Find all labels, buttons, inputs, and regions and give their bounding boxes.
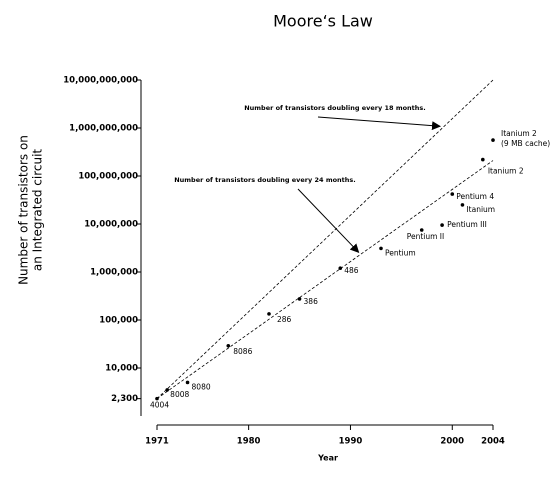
x-tick-label: 1990	[339, 437, 363, 447]
x-tick-label: 1971	[145, 437, 169, 447]
trend-line	[156, 160, 494, 399]
point-label: Itanium	[466, 205, 495, 214]
point-label: 486	[344, 266, 359, 275]
annotation-arrow	[317, 116, 441, 131]
y-tick-label: 10,000	[105, 364, 138, 374]
point-label: Pentium	[385, 248, 416, 257]
annotation-arrow	[297, 188, 360, 253]
data-point	[165, 388, 169, 392]
point-label: 286	[277, 315, 292, 324]
x-tick-label: 2000	[440, 437, 464, 447]
data-point	[338, 266, 343, 270]
data-point	[419, 228, 424, 232]
y-tick-label: 10,000,000	[84, 220, 138, 230]
x-tick-label: 1980	[237, 437, 261, 447]
point-label: Itanium 2	[488, 167, 524, 176]
data-point	[226, 344, 231, 348]
point-label: (9 MB cache)	[501, 139, 550, 148]
data-point	[460, 203, 465, 207]
y-tick-label: 100,000	[99, 316, 138, 326]
y-tick-label: 1,000,000	[90, 268, 138, 278]
data-point	[185, 380, 190, 385]
point-label: Pentium III	[447, 220, 487, 229]
y-tick-label: 10,000,000,000	[63, 76, 138, 86]
data-point	[297, 297, 302, 301]
y-axis-label: Number of transistors on an Integrated c…	[17, 135, 45, 285]
point-label: 8086	[233, 347, 252, 356]
chart-title: Moore‘s Law	[273, 12, 373, 31]
point-label: 4004	[150, 401, 169, 410]
annotation: Number of transistors doubling every 18 …	[244, 104, 426, 112]
annotation: Number of transistors doubling every 24 …	[174, 176, 356, 184]
y-tick-label: 1,000,000,000	[69, 124, 138, 134]
data-point	[379, 246, 383, 251]
point-label: 8008	[170, 390, 189, 399]
data-point	[450, 192, 455, 196]
trend-line	[156, 79, 494, 399]
y-axis-label-line: Number of transistors on	[17, 135, 31, 285]
y-tick-label: 100,000,000	[78, 172, 138, 182]
point-label: 8080	[192, 382, 211, 391]
data-point	[481, 157, 485, 162]
point-label: Itanium 2	[501, 129, 537, 138]
y-tick-label: 2,300	[111, 394, 138, 404]
data-point	[440, 223, 444, 227]
data-point	[267, 312, 271, 316]
x-axis-label: Year	[317, 454, 338, 463]
point-label: Pentium 4	[456, 192, 494, 201]
data-point	[491, 138, 495, 142]
point-label: Pentium II	[407, 232, 445, 241]
data-point	[155, 396, 159, 401]
point-label: 386	[304, 297, 319, 306]
y-axis-label-line: an Integrated circuit	[31, 149, 45, 272]
x-tick-label: 2004	[481, 437, 505, 447]
